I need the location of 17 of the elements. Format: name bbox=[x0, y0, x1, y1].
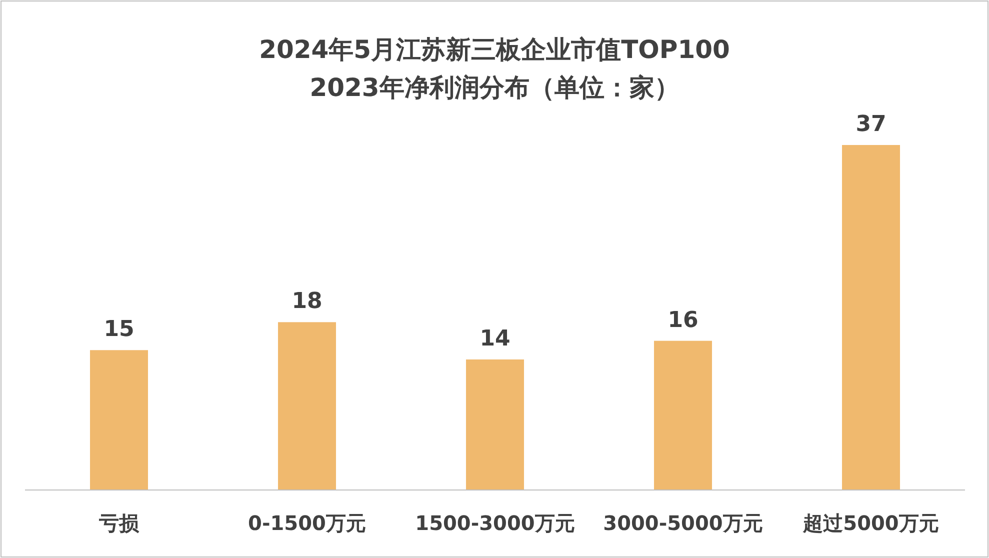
bar bbox=[278, 322, 336, 490]
bar bbox=[466, 359, 524, 490]
bar bbox=[654, 340, 712, 490]
data-label: 37 bbox=[856, 112, 886, 137]
data-label: 18 bbox=[292, 289, 322, 314]
x-tick-label: 0-1500万元 bbox=[248, 511, 366, 535]
x-tick-label: 超过5000万元 bbox=[802, 511, 939, 535]
x-tick-label: 亏损 bbox=[98, 511, 140, 535]
x-tick-label: 3000-5000万元 bbox=[603, 511, 763, 535]
data-label: 14 bbox=[480, 326, 510, 352]
data-label: 16 bbox=[668, 308, 698, 333]
bar bbox=[90, 350, 148, 490]
x-tick-label: 1500-3000万元 bbox=[415, 511, 575, 535]
data-label: 15 bbox=[104, 317, 134, 342]
chart-subtitle: 2023年净利润分布（单位：家） bbox=[310, 73, 680, 102]
bar bbox=[842, 145, 900, 490]
chart-title: 2024年5月江苏新三板企业市值TOP100 bbox=[259, 35, 730, 64]
